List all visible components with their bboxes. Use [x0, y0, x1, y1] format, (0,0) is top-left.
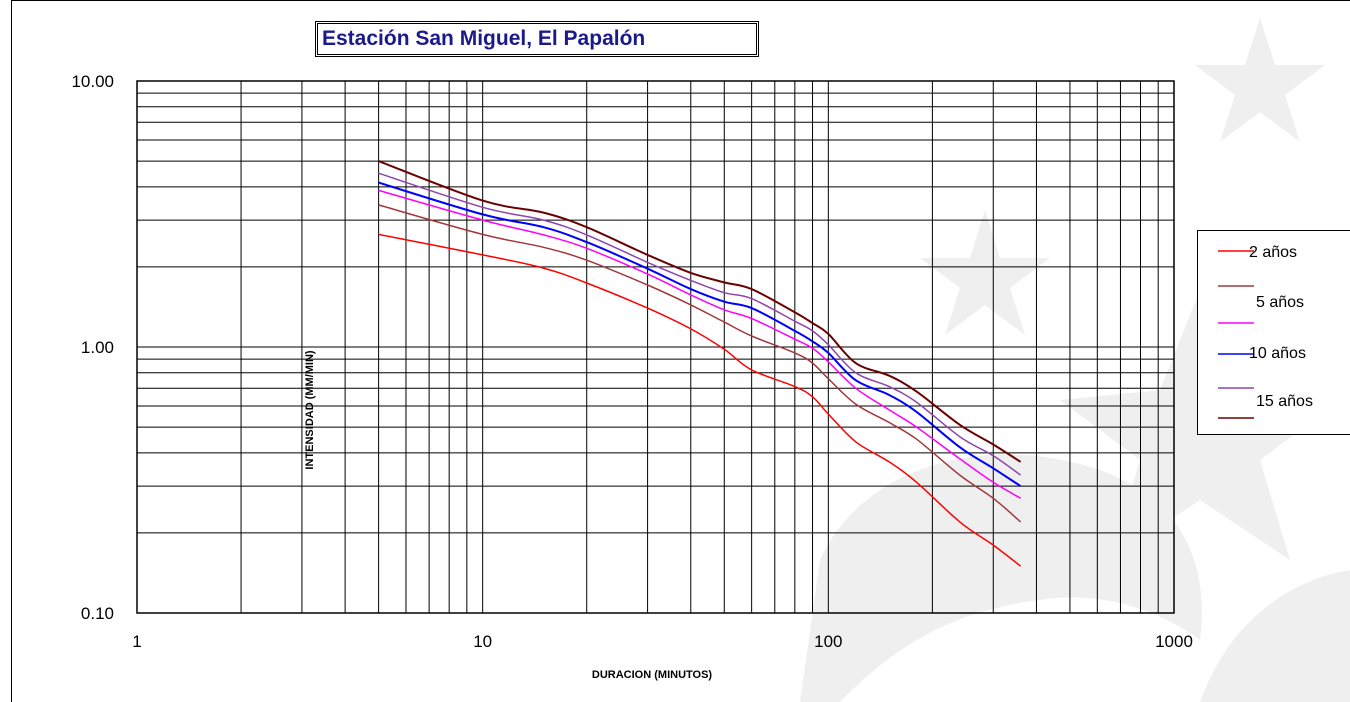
y-axis-title: INTENSIDAD (MM/MIN) — [304, 350, 316, 469]
legend-label: 10 años — [1249, 345, 1306, 362]
legend-label: 15 años — [1256, 393, 1313, 410]
legend: 2 años 5 años 10 años 15 años — [1197, 230, 1350, 435]
series-line-1 — [378, 233, 1022, 567]
series-lines — [378, 160, 1022, 567]
x-tick-label: 10 — [473, 632, 492, 651]
legend-label: 2 años — [1249, 244, 1297, 261]
y-tick-label: 10.00 — [71, 72, 114, 91]
gridlines — [136, 80, 1175, 614]
series-line-5 — [378, 172, 1022, 476]
series-line-4 — [378, 181, 1022, 487]
chart-title-box: Estación San Miguel, El Papalón — [315, 21, 759, 57]
series-line-3 — [378, 189, 1021, 499]
plot-border — [136, 80, 1175, 614]
x-tick-labels: 1 10 100 1000 — [132, 632, 1193, 651]
chart-frame-top-border — [11, 0, 1350, 1]
y-tick-label: 0.10 — [81, 604, 114, 623]
chart-title: Estación San Miguel, El Papalón — [322, 27, 646, 50]
chart-frame-left-border — [11, 0, 12, 702]
series-line-2 — [378, 204, 1022, 523]
x-tick-label: 1000 — [1155, 632, 1193, 651]
legend-label: 5 años — [1256, 294, 1304, 311]
y-tick-label: 1.00 — [81, 338, 114, 357]
series-line-6 — [378, 160, 1022, 463]
y-tick-labels: 0.10 1.00 10.00 — [71, 72, 114, 623]
x-tick-label: 100 — [814, 632, 842, 651]
x-axis-title: DURACION (MINUTOS) — [592, 669, 713, 681]
x-tick-label: 1 — [132, 632, 141, 651]
